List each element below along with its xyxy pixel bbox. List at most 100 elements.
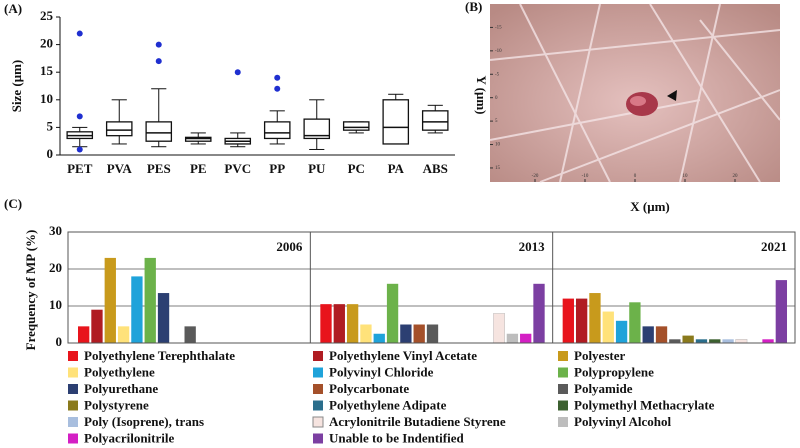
legend-swatch xyxy=(313,384,323,394)
outlier xyxy=(155,58,162,65)
x-tick-label: PE xyxy=(190,161,207,176)
legend-label: Polyethylene Terephthalate xyxy=(84,348,235,363)
legend-swatch xyxy=(313,351,323,361)
bar xyxy=(735,339,748,344)
x-tick-label: 20 xyxy=(733,174,739,179)
bar xyxy=(775,280,788,343)
x-tick-label: -10 xyxy=(582,174,589,179)
outlier xyxy=(155,41,162,48)
bar xyxy=(360,324,372,343)
y-tick-label: 0 xyxy=(495,96,498,101)
plot-frame xyxy=(67,231,796,344)
bar xyxy=(157,293,170,343)
legend-label: Polyethylene xyxy=(84,364,155,379)
box xyxy=(421,110,449,131)
legend-swatch xyxy=(68,351,78,361)
legend-label: Polymethyl Methacrylate xyxy=(574,397,715,412)
bar xyxy=(709,339,721,343)
y-tick-label: 30 xyxy=(49,223,62,238)
legend-swatch xyxy=(68,400,78,411)
legend-label: Polyethylene Adipate xyxy=(329,397,447,412)
y-tick-label: -10 xyxy=(495,49,502,54)
panel-title: 2013 xyxy=(519,239,546,254)
x-tick-label: PA xyxy=(388,161,405,176)
box xyxy=(342,121,370,131)
bar xyxy=(493,313,505,344)
bar xyxy=(373,333,385,343)
bar xyxy=(91,309,103,343)
panel-label: (B) xyxy=(465,0,482,14)
legend-label: Polyamide xyxy=(574,381,633,396)
legend-swatch xyxy=(558,384,568,394)
x-tick-label: 10 xyxy=(683,174,689,179)
bar xyxy=(346,304,359,343)
legend-swatch xyxy=(313,367,323,378)
bar xyxy=(575,298,588,343)
legend-label: Polyvinyl Chloride xyxy=(329,364,434,379)
bar xyxy=(629,302,641,343)
legend-swatch xyxy=(558,351,568,361)
y-tick-label: -5 xyxy=(495,72,500,77)
bar xyxy=(602,311,614,343)
legend-label: Polypropylene xyxy=(574,364,654,379)
legend-swatch xyxy=(68,433,78,444)
y-tick-label: 10 xyxy=(495,143,501,148)
bar xyxy=(184,326,196,343)
bar xyxy=(144,257,156,343)
box xyxy=(145,121,173,142)
x-tick-label: PC xyxy=(348,161,365,176)
panel-label: (C) xyxy=(4,196,22,211)
bar xyxy=(78,326,90,343)
x-tick-label: 0 xyxy=(634,174,637,179)
bar xyxy=(520,333,532,343)
bar xyxy=(642,326,654,343)
outlier xyxy=(76,30,83,37)
outlier xyxy=(76,146,83,153)
bar xyxy=(669,339,681,343)
panel-title: 2021 xyxy=(761,239,787,254)
x-tick-label: PU xyxy=(308,161,326,176)
bar xyxy=(682,335,694,343)
legend-swatch xyxy=(68,417,78,427)
outlier xyxy=(274,74,281,81)
y-tick-label: 15 xyxy=(495,166,501,171)
legend-label: Polyethylene Vinyl Acetate xyxy=(329,348,477,363)
y-tick-label: 10 xyxy=(49,297,62,312)
bar xyxy=(655,326,668,343)
x-tick-label: PVA xyxy=(107,161,133,176)
outlier xyxy=(274,85,281,92)
legend-swatch xyxy=(558,367,568,378)
bar xyxy=(589,293,601,343)
box xyxy=(303,118,331,140)
x-tick-label: PET xyxy=(67,161,93,176)
x-axis-label: X (μm) xyxy=(630,199,670,214)
legend-label: Polyurethane xyxy=(84,381,158,396)
bar xyxy=(413,324,425,343)
x-tick-label: -20 xyxy=(532,174,539,179)
y-tick-label: 20 xyxy=(40,36,53,51)
x-tick-label: PP xyxy=(269,161,285,176)
box xyxy=(263,121,291,140)
legend-label: Polyvinyl Alcohol xyxy=(574,414,672,429)
y-tick-label: 5 xyxy=(47,118,54,133)
bar xyxy=(400,324,412,343)
y-axis-label: Size (μm) xyxy=(9,60,24,113)
y-tick-label: 25 xyxy=(40,8,54,23)
bar xyxy=(426,324,439,343)
bar xyxy=(562,298,574,343)
box xyxy=(184,136,212,142)
y-axis-label: Y (μm) xyxy=(474,75,489,114)
y-tick-label: 0 xyxy=(56,334,63,349)
bar xyxy=(117,326,130,343)
legend-label: Poly (Isoprene), trans xyxy=(84,414,204,429)
legend-swatch xyxy=(68,367,78,378)
legend-label: Polystyrene xyxy=(84,397,149,412)
x-tick-label: PVC xyxy=(224,161,251,176)
y-tick-label: 0 xyxy=(47,146,54,161)
y-tick-label: 15 xyxy=(40,63,54,78)
bar xyxy=(320,304,332,343)
y-tick-label: -15 xyxy=(495,26,502,31)
legend-swatch xyxy=(313,400,323,411)
legend-label: Polyacrilonitrile xyxy=(84,430,174,445)
micrograph xyxy=(489,3,781,183)
